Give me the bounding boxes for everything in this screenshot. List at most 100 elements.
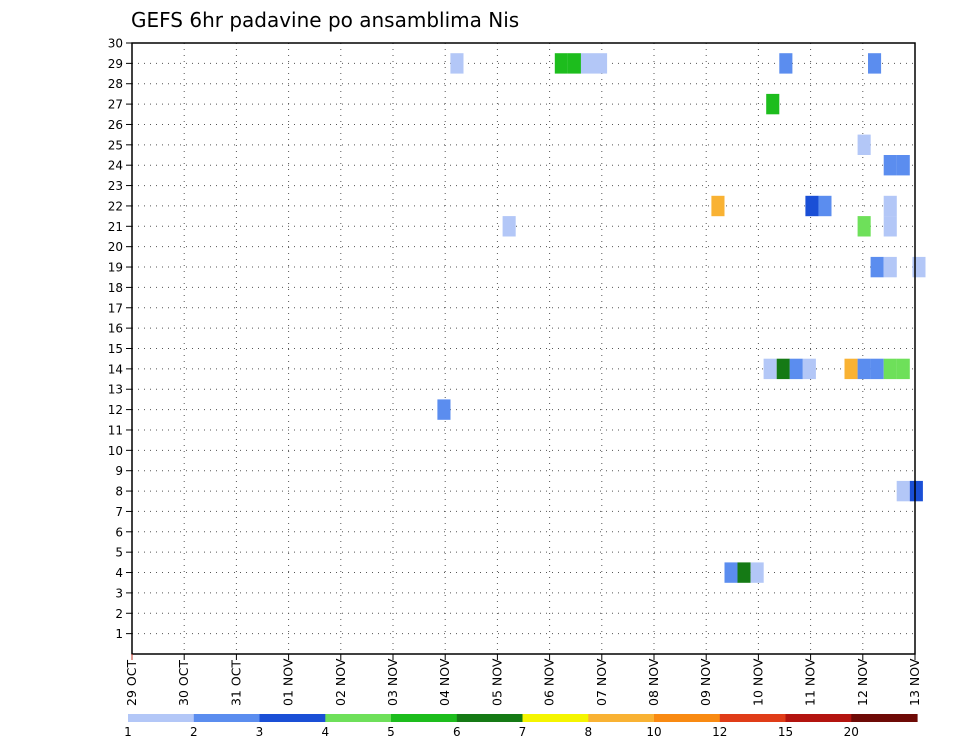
precip-cell [883, 358, 897, 380]
precip-cell [857, 358, 871, 380]
legend-swatch [193, 714, 261, 722]
x-tick-label: 02 NOV [333, 658, 348, 706]
y-tick-label: 22 [108, 199, 123, 213]
x-tick-label: 13 NOV [907, 658, 922, 706]
y-tick-label: 20 [108, 240, 123, 254]
legend-label: 15 [778, 725, 793, 739]
x-tick-label: 03 NOV [385, 658, 400, 706]
x-tick-label: 29 OCT [124, 660, 139, 706]
y-tick-label: 16 [108, 322, 123, 336]
y-tick-label: 23 [108, 179, 123, 193]
precip-cell [766, 93, 780, 115]
x-tick-label: 04 NOV [437, 658, 452, 706]
precip-cell [779, 53, 793, 74]
x-tick-label: 01 NOV [281, 658, 296, 706]
precip-cell [909, 480, 923, 502]
x-tick-label: 31 OCT [228, 660, 243, 706]
precip-cell [883, 195, 897, 217]
precip-cell [883, 216, 897, 237]
y-tick-label: 25 [108, 138, 123, 152]
y-tick-label: 8 [115, 485, 123, 499]
color-legend: 1 2 3 4 5 6 7 8 10 12 15 20 [124, 714, 918, 739]
x-tick-label: 08 NOV [646, 658, 661, 706]
y-tick-label: 21 [108, 220, 123, 234]
y-tick-label: 10 [108, 444, 123, 458]
precip-cell [818, 195, 832, 217]
precip-cell [802, 358, 816, 380]
precip-cell [763, 358, 777, 380]
precip-cell [857, 216, 871, 237]
legend-swatch [391, 714, 458, 722]
legend-swatch [522, 714, 589, 722]
precip-cell [450, 53, 464, 74]
legend-swatch [588, 714, 655, 722]
y-tick-label: 14 [108, 362, 123, 376]
precip-cell [870, 358, 884, 380]
precip-cell [857, 134, 871, 155]
legend-swatch [719, 714, 787, 722]
x-tick-label: 12 NOV [855, 658, 870, 706]
precip-cell [844, 358, 858, 380]
chart-title: GEFS 6hr padavine po ansamblima Nis [131, 8, 519, 32]
y-tick-label: 11 [108, 423, 123, 437]
legend-swatch [785, 714, 852, 722]
precip-cell [750, 562, 764, 583]
legend-label: 3 [256, 725, 264, 739]
precip-cell [737, 562, 751, 583]
legend-label: 10 [646, 725, 661, 739]
precip-cell [437, 399, 451, 420]
y-tick-label: 9 [115, 464, 123, 478]
precip-cell [896, 358, 910, 380]
legend-swatch [325, 714, 392, 722]
precip-cell [594, 53, 608, 74]
y-tick-label: 13 [108, 383, 123, 397]
precip-cell [896, 155, 910, 176]
y-tick-label: 1 [115, 627, 123, 641]
legend-label: 6 [453, 725, 461, 739]
y-tick-label: 27 [108, 98, 123, 112]
precip-cell [724, 562, 738, 583]
legend-swatch [654, 714, 721, 722]
legend-swatch [128, 714, 195, 722]
precip-cell [776, 358, 790, 380]
precip-cell [554, 53, 568, 74]
precip-cell [567, 53, 581, 74]
precip-cell [580, 53, 594, 74]
plot-frame [131, 42, 916, 655]
legend-label: 4 [321, 725, 329, 739]
x-tick-label: 30 OCT [176, 660, 191, 706]
y-tick-label: 15 [108, 342, 123, 356]
x-tick-label: 05 NOV [489, 658, 504, 706]
legend-label: 7 [519, 725, 527, 739]
legend-label: 20 [844, 725, 859, 739]
grid-lines [132, 43, 915, 654]
x-tick-label: 09 NOV [698, 658, 713, 706]
y-tick-label: 30 [108, 37, 123, 51]
legend-swatch [259, 714, 326, 722]
y-tick-label: 5 [115, 546, 123, 560]
y-tick-label: 17 [108, 301, 123, 315]
x-tick-label: 11 NOV [803, 658, 818, 706]
legend-swatch [456, 714, 524, 722]
precip-cell [868, 53, 882, 74]
precip-cell [870, 256, 884, 278]
precip-cell [883, 155, 897, 176]
x-axis-ticks: 29 OCT 30 OCT 31 OCT 01 NOV 02 NOV 03 NOV 04 N… [124, 654, 922, 706]
y-tick-label: 26 [108, 118, 123, 132]
x-tick-label: 07 NOV [594, 658, 609, 706]
y-tick-label: 28 [108, 77, 123, 91]
y-tick-label: 29 [108, 57, 123, 71]
legend-label: 12 [712, 725, 727, 739]
y-tick-label: 18 [108, 281, 123, 295]
y-tick-label: 3 [115, 586, 123, 600]
y-tick-label: 4 [115, 566, 123, 580]
precip-cell [896, 480, 910, 502]
y-tick-label: 12 [108, 403, 123, 417]
y-tick-label: 24 [108, 159, 123, 173]
precip-cell [805, 195, 819, 217]
y-tick-label: 7 [115, 505, 123, 519]
x-tick-label: 06 NOV [542, 658, 557, 706]
data-cells [437, 53, 926, 583]
precip-cell [883, 256, 897, 278]
precip-cell [502, 216, 516, 237]
